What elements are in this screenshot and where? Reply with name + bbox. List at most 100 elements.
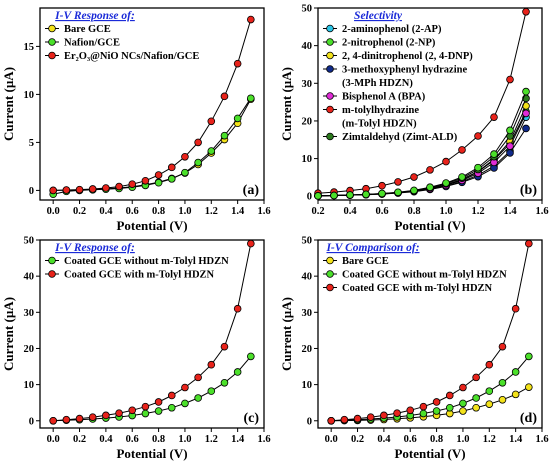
x-tick-label: 1.0 — [439, 206, 452, 217]
data-point — [426, 183, 434, 192]
y-tick-label: 30 — [302, 79, 313, 90]
data-point — [233, 368, 242, 376]
legend-title: I-V Response of: — [54, 242, 135, 254]
x-tick-label: 1.2 — [483, 434, 496, 445]
x-tick-label: 1.6 — [535, 434, 548, 445]
data-point — [181, 153, 189, 161]
data-point — [181, 399, 189, 408]
y-tick-label: 30 — [24, 308, 35, 319]
x-tick-label: 0.8 — [152, 206, 165, 217]
legend-marker — [326, 92, 334, 100]
data-point — [247, 15, 255, 24]
data-point — [525, 352, 533, 361]
data-point — [459, 407, 467, 415]
legend-marker — [326, 51, 334, 60]
data-point — [511, 304, 520, 313]
data-point — [506, 75, 514, 84]
legend-entry: 2-aminophenol (2-AP) — [342, 24, 442, 35]
x-tick-label: 1.4 — [503, 206, 517, 217]
data-point — [181, 168, 189, 177]
data-point — [49, 416, 57, 425]
data-point — [102, 411, 110, 420]
data-point — [207, 387, 216, 395]
x-tick-label: 1.2 — [205, 434, 218, 445]
y-axis-label: Current (µA) — [1, 297, 16, 371]
data-point — [442, 179, 450, 187]
data-point — [406, 406, 415, 415]
series-line — [331, 243, 530, 422]
data-point — [194, 158, 202, 167]
data-point — [247, 94, 255, 103]
data-point — [220, 131, 229, 140]
data-point — [458, 173, 466, 181]
legend-marker — [48, 51, 56, 60]
series-line — [53, 98, 252, 191]
x-tick-label: 0.4 — [99, 206, 113, 217]
data-point — [410, 173, 418, 181]
y-tick-label: 0 — [29, 416, 34, 427]
y-tick-label: 15 — [24, 42, 35, 53]
data-point — [458, 146, 466, 154]
data-point — [62, 186, 71, 194]
data-point — [141, 409, 150, 418]
legend-title: I-V Comparison of: — [325, 242, 419, 254]
legend-entry: Bare GCE — [64, 24, 111, 35]
data-point — [181, 383, 189, 392]
x-axis-label: Potential (V) — [116, 446, 187, 461]
y-tick-label: 40 — [302, 272, 313, 283]
legend-entry: Coated GCE without m-Tolyl HDZN — [64, 256, 229, 267]
data-point — [75, 185, 84, 194]
data-point — [472, 373, 480, 382]
data-point — [485, 400, 494, 408]
x-tick-label: 0.6 — [126, 434, 139, 445]
data-point — [522, 7, 530, 16]
data-point — [247, 352, 255, 361]
data-point — [506, 126, 514, 135]
data-point — [442, 157, 450, 166]
data-point — [194, 138, 202, 147]
data-point — [207, 360, 216, 369]
data-point — [366, 413, 375, 421]
chart-panel-d: 0.0 0.2 0.4 0.6 0.8 1.0 1.2 1.4 1.6 0 10 20 30 40 50 Po… — [279, 236, 549, 462]
series-line — [53, 356, 252, 422]
data-point — [220, 342, 229, 351]
data-point — [353, 414, 362, 423]
data-point — [490, 113, 498, 121]
chart-panel-a: 0.0 0.2 0.4 0.6 0.8 1.0 1.2 1.4 1.6 0 5 10 15 Potenti… — [1, 7, 271, 233]
data-point — [506, 142, 514, 150]
legend-entry: Nafion/GCE — [64, 38, 120, 49]
data-point — [522, 124, 530, 133]
data-point — [128, 180, 137, 188]
data-point — [247, 239, 255, 248]
x-tick-label: 0.2 — [311, 206, 324, 217]
x-tick-label: 0.2 — [351, 434, 364, 445]
series-line — [331, 356, 530, 422]
data-point — [154, 178, 163, 187]
legend-marker — [326, 270, 334, 278]
x-tick-label: 0.6 — [404, 434, 417, 445]
x-tick-label: 0.4 — [99, 434, 113, 445]
x-axis-label: Potential (V) — [394, 446, 465, 461]
x-tick-label: 1.4 — [231, 434, 245, 445]
x-tick-label: 0.8 — [152, 434, 165, 445]
data-point — [393, 409, 401, 417]
data-point — [128, 406, 137, 415]
y-tick-label: 0 — [307, 192, 312, 203]
legend-marker — [48, 38, 56, 46]
x-tick-label: 0.0 — [47, 434, 60, 445]
data-point — [340, 415, 349, 424]
data-point — [522, 109, 530, 118]
y-tick-label: 50 — [302, 4, 313, 15]
legend-entry: (3-MPh HDZN) — [342, 78, 413, 89]
series-line — [53, 97, 252, 195]
legend-entry: 3-methoxyphenyl hydrazine — [342, 65, 467, 76]
y-tick-label: 10 — [302, 380, 313, 391]
data-point — [410, 186, 418, 195]
legend-entry: Coated GCE without m-Tolyl HDZN — [342, 270, 507, 281]
data-point — [445, 403, 454, 412]
x-tick-label: 1.6 — [257, 206, 270, 217]
x-axis-label: Potential (V) — [116, 218, 187, 233]
plot-frame — [317, 239, 543, 429]
legend-marker — [326, 132, 334, 141]
